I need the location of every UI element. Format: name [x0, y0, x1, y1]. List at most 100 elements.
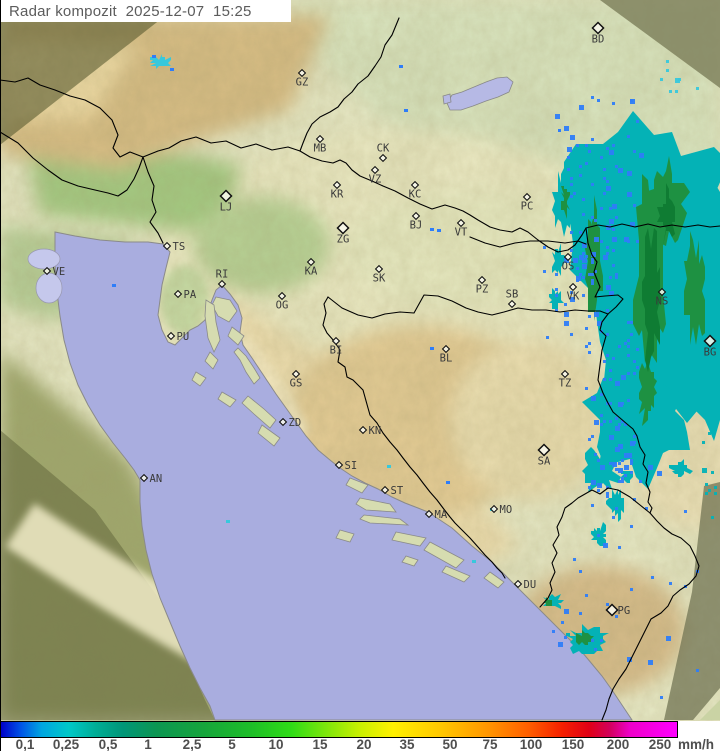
station-marker-PG: [605, 603, 619, 617]
station-marker-PA: [173, 289, 183, 299]
station-label-SB: SB: [506, 289, 519, 301]
station-marker-OS: [563, 252, 573, 262]
legend-tick: 50: [442, 737, 458, 751]
station-label-BD: BD: [592, 34, 605, 46]
echo-cell: [711, 516, 714, 519]
legend-tick: 5: [228, 737, 236, 751]
echo-cell: [591, 504, 594, 507]
station-marker-PU: [166, 331, 176, 341]
station-label-PC: PC: [521, 201, 534, 213]
station-label-BG: BG: [704, 347, 717, 359]
echo-cell: [582, 198, 585, 201]
echo-cell: [612, 516, 615, 519]
echo-cell: [606, 147, 609, 150]
echo-cell: [585, 387, 588, 390]
echo-cell: [585, 255, 588, 258]
echo-cell: [579, 570, 582, 573]
echo-cell: [585, 327, 588, 330]
station-marker-TS: [162, 241, 172, 251]
echo-cell: [564, 126, 569, 131]
station-label-ST: ST: [391, 485, 404, 497]
echo-cell: [543, 270, 546, 273]
echo-cell: [430, 228, 434, 231]
echo-cell: [660, 696, 663, 699]
echo-cell: [606, 354, 609, 357]
echo-cell: [606, 285, 611, 290]
echo-cell: [591, 435, 594, 438]
echo-cell: [630, 441, 635, 446]
station-marker-VZ: [370, 165, 380, 175]
echo-cell: [675, 90, 678, 93]
echo-cell: [633, 435, 636, 438]
station-label-NS: NS: [656, 296, 669, 308]
radar-map: BD GZ MB CK VZ KR KC PC LJ BJ VT ZG TS OS KA SK VE RI PZ VK…: [0, 0, 720, 721]
echo-cell: [585, 144, 588, 147]
station-marker-MB: [315, 134, 325, 144]
echo-cell: [618, 168, 623, 173]
echo-cell: [606, 492, 609, 495]
echo-cell: [564, 303, 567, 306]
echo-cell: [591, 258, 594, 261]
islands: [191, 296, 505, 589]
echo-cell: [633, 204, 636, 207]
echo-cell: [591, 396, 596, 401]
echo-cell: [684, 510, 687, 513]
echo-cell: [621, 477, 624, 480]
echo-layer: [112, 54, 720, 699]
echo-cell: [633, 372, 636, 375]
station-marker-PZ: [477, 275, 487, 285]
station-marker-KC: [410, 180, 420, 190]
echo-cell: [582, 252, 585, 255]
echo-cell: [582, 258, 587, 263]
echo-cell: [597, 459, 600, 462]
echo-cell: [660, 78, 663, 81]
echo-cell: [621, 375, 626, 380]
echo-cell: [579, 165, 582, 168]
echo-cell: [615, 468, 618, 471]
echo-cell: [600, 639, 603, 642]
echo-cell: [612, 249, 615, 252]
station-label-VK: VK: [567, 291, 580, 303]
echo-cell: [437, 229, 441, 232]
station-label-PZ: PZ: [476, 284, 489, 296]
echo-cell: [618, 444, 623, 449]
echo-cell: [600, 207, 603, 210]
echo-cell: [226, 520, 230, 523]
legend-tick: 15: [312, 737, 328, 751]
echo-cell: [591, 96, 594, 99]
echo-cell: [594, 312, 599, 317]
station-marker-ST: [380, 485, 390, 495]
legend-tick: 100: [519, 737, 543, 751]
station-label-TS: TS: [173, 241, 186, 253]
echo-cell: [570, 333, 573, 336]
echo-cell: [606, 246, 609, 249]
echo-cell: [615, 216, 618, 219]
echo-cell: [633, 360, 636, 363]
echo-blob: [606, 489, 624, 522]
echo-cell: [612, 102, 615, 105]
echo-cell: [387, 465, 391, 468]
title-bar: Radar kompozit 2025-12-07 15:25: [1, 0, 291, 22]
echo-cell: [627, 192, 632, 197]
echo-cell: [612, 264, 615, 267]
legend-tick: 20: [356, 737, 372, 751]
echo-cell: [702, 441, 705, 444]
echo-cell: [627, 135, 630, 138]
echo-cell: [600, 465, 605, 470]
echo-cell: [606, 333, 609, 336]
adriatic-sea: [54, 231, 633, 721]
station-label-MB: MB: [314, 143, 327, 155]
echo-cell: [567, 156, 570, 159]
echo-cell: [639, 153, 644, 158]
echo-cell: [573, 258, 578, 263]
station-label-VE: VE: [53, 266, 66, 278]
station-marker-OG: [277, 291, 287, 301]
echo-blob: [657, 183, 675, 246]
echo-cell: [627, 240, 630, 243]
echo-cell: [621, 459, 624, 462]
echo-cell: [597, 483, 602, 488]
echo-cell: [588, 273, 591, 276]
station-label-MA: MA: [435, 509, 448, 521]
station-marker-AN: [139, 473, 149, 483]
legend-unit: mm/h: [677, 737, 715, 751]
